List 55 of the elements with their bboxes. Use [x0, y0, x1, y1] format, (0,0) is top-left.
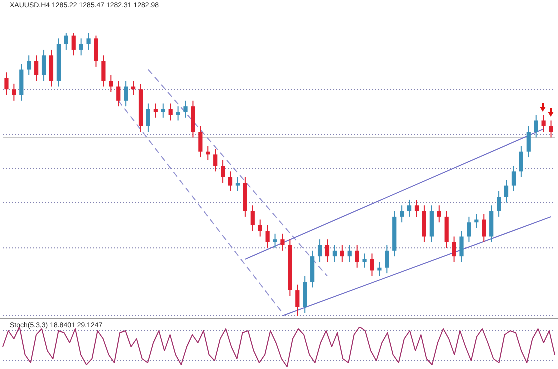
candlestick [467, 216, 472, 243]
candlestick [318, 239, 322, 263]
candlestick [348, 244, 352, 263]
candlestick [355, 244, 360, 268]
candlestick [64, 32, 68, 50]
candlestick [497, 190, 502, 218]
candlestick [34, 55, 39, 82]
candlestick [12, 83, 16, 102]
candlestick [332, 244, 337, 263]
candlestick [280, 233, 285, 252]
candlestick [325, 239, 330, 263]
candlestick [42, 49, 46, 82]
candlestick [414, 199, 420, 218]
candlestick [184, 100, 188, 118]
candlestick [542, 114, 546, 133]
candlestick [258, 219, 262, 238]
candlestick [79, 38, 84, 56]
candlestick [4, 72, 9, 96]
candlestick [504, 180, 509, 204]
candlestick [221, 160, 226, 184]
candlestick [534, 114, 538, 138]
candlestick [452, 236, 456, 263]
candlestick [168, 103, 173, 122]
candlestick [236, 176, 240, 192]
candlestick [266, 224, 270, 249]
candlestick [146, 103, 151, 133]
candlestick [519, 146, 524, 178]
candlestick [460, 230, 464, 263]
candlestick [437, 205, 442, 224]
candlestick [250, 205, 255, 232]
candlestick [86, 32, 91, 50]
candlestick [362, 253, 367, 268]
candlestick [385, 244, 390, 274]
candlestick [27, 55, 32, 76]
candlestick [296, 284, 300, 316]
candlestick [400, 205, 404, 224]
candlestick [549, 120, 554, 138]
candlestick [214, 148, 218, 172]
candlestick [94, 35, 98, 68]
candlestick [72, 32, 76, 56]
candlestick [124, 80, 128, 108]
candlestick [109, 74, 114, 93]
candlestick [512, 166, 516, 192]
candlestick [102, 55, 106, 88]
candlestick [526, 126, 531, 158]
candlestick [378, 262, 382, 277]
candlestick [482, 214, 486, 243]
candlestick [340, 244, 344, 263]
candlestick [228, 171, 233, 192]
candlestick [198, 126, 203, 158]
candlestick [273, 233, 278, 249]
candlestick [116, 80, 121, 108]
candlestick [176, 106, 180, 122]
candlestick [370, 253, 374, 277]
candlestick [407, 199, 412, 218]
